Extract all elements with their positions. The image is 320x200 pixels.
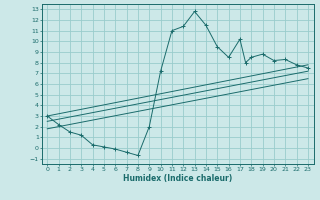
X-axis label: Humidex (Indice chaleur): Humidex (Indice chaleur) xyxy=(123,174,232,183)
